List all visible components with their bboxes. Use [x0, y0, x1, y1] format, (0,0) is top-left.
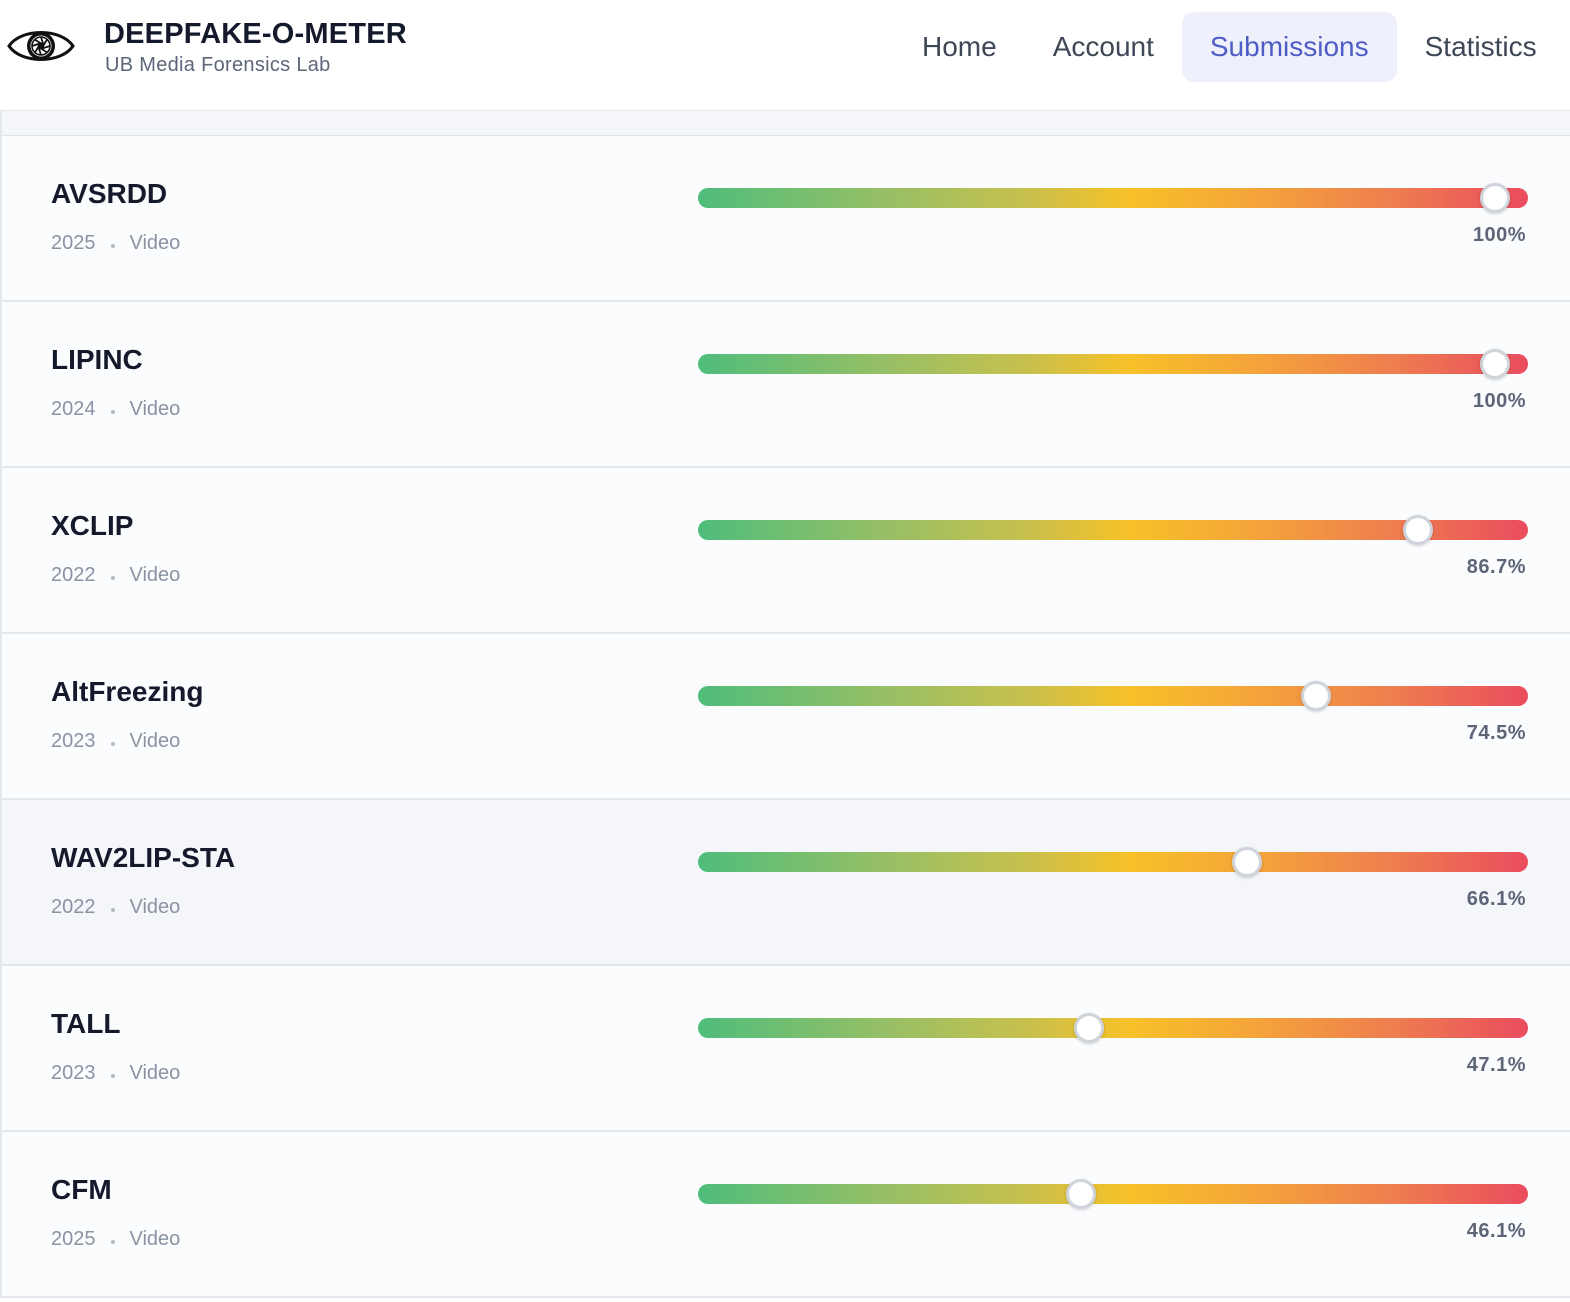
result-row[interactable]: TALL 2023 Video 47.1% [0, 966, 1570, 1132]
model-media-type: Video [129, 1228, 181, 1250]
model-name: WAV2LIP-STA [51, 842, 236, 873]
model-year: 2025 [51, 232, 96, 254]
result-row[interactable]: XCLIP 2022 Video 86.7% [0, 468, 1570, 634]
score-bar [698, 349, 1528, 379]
separator-dot [110, 1239, 115, 1244]
model-meta: 2023 Video [51, 730, 180, 753]
score-thumb [1479, 349, 1510, 379]
model-media-type: Video [129, 232, 181, 254]
model-media-type: Video [129, 896, 181, 918]
detector-results-list: AVSRDD 2025 Video 100% LIPINC 2024 Video… [0, 136, 1570, 1298]
model-meta: 2022 Video [51, 896, 180, 919]
model-media-type: Video [129, 398, 181, 420]
list-top-strip [0, 111, 1570, 136]
model-name: AltFreezing [51, 676, 204, 707]
nav-statistics[interactable]: Statistics [1424, 31, 1537, 62]
score-thumb [1402, 515, 1433, 545]
model-media-type: Video [129, 730, 181, 752]
nav-account[interactable]: Account [1052, 31, 1154, 62]
model-year: 2024 [51, 398, 96, 420]
score-bar [698, 681, 1528, 711]
model-media-type: Video [129, 564, 181, 586]
separator-dot [110, 907, 115, 912]
nav-submissions[interactable]: Submissions [1181, 12, 1397, 82]
score-value: 100% [1472, 224, 1526, 246]
eye-icon[interactable] [6, 20, 76, 72]
model-year: 2023 [51, 1062, 96, 1084]
score-thumb [1301, 681, 1332, 711]
model-meta: 2024 Video [51, 398, 180, 421]
top-header: DEEPFAKE-O-METER UB Media Forensics Lab … [0, 0, 1570, 111]
model-meta: 2022 Video [51, 564, 180, 587]
score-thumb [1073, 1013, 1104, 1043]
brand-title[interactable]: DEEPFAKE-O-METER [104, 18, 407, 50]
score-thumb [1065, 1179, 1096, 1209]
model-media-type: Video [129, 1062, 181, 1084]
score-value: 47.1% [1466, 1054, 1526, 1076]
score-bar [698, 183, 1528, 213]
model-meta: 2025 Video [51, 1228, 180, 1251]
model-name: CFM [51, 1174, 112, 1205]
score-bar [698, 847, 1528, 877]
score-bar [698, 1179, 1528, 1209]
model-meta: 2025 Video [51, 232, 180, 255]
separator-dot [110, 1073, 115, 1078]
result-row[interactable]: WAV2LIP-STA 2022 Video 66.1% [0, 800, 1570, 966]
model-name: XCLIP [51, 510, 134, 541]
separator-dot [110, 409, 115, 414]
score-bar [698, 1013, 1528, 1043]
score-value: 86.7% [1466, 556, 1526, 578]
score-value: 74.5% [1466, 722, 1526, 744]
model-year: 2022 [51, 564, 96, 586]
score-value: 100% [1472, 390, 1526, 412]
separator-dot [110, 575, 115, 580]
result-row[interactable]: AltFreezing 2023 Video 74.5% [0, 634, 1570, 800]
separator-dot [110, 741, 115, 746]
score-thumb [1479, 183, 1510, 213]
model-year: 2025 [51, 1228, 96, 1250]
separator-dot [110, 243, 115, 248]
score-value: 46.1% [1466, 1220, 1526, 1242]
model-year: 2023 [51, 730, 96, 752]
model-year: 2022 [51, 896, 96, 918]
result-row[interactable]: LIPINC 2024 Video 100% [0, 302, 1570, 468]
result-row[interactable]: AVSRDD 2025 Video 100% [0, 136, 1570, 302]
model-name: TALL [51, 1008, 121, 1039]
model-name: LIPINC [51, 344, 143, 375]
score-value: 66.1% [1466, 888, 1526, 910]
result-row[interactable]: CFM 2025 Video 46.1% [0, 1132, 1570, 1298]
nav-home[interactable]: Home [922, 31, 997, 62]
brand-subtitle: UB Media Forensics Lab [105, 54, 331, 76]
model-name: AVSRDD [51, 178, 168, 209]
score-bar [698, 515, 1528, 545]
model-meta: 2023 Video [51, 1062, 180, 1085]
main-nav: Home Account Submissions Statistics [894, 12, 1565, 82]
score-thumb [1231, 847, 1262, 877]
